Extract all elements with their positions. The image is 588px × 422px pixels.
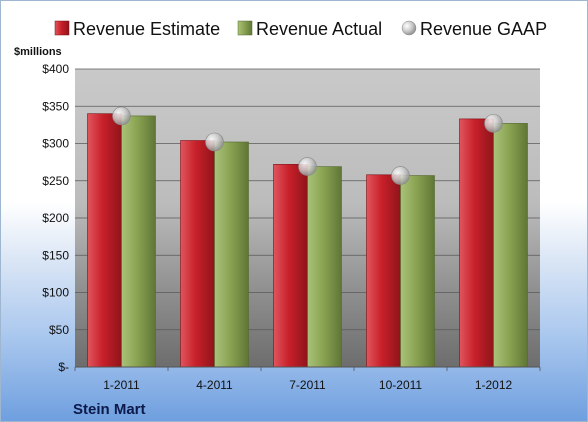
company-name: Stein Mart <box>73 401 146 418</box>
y-tick-label: $300 <box>42 137 69 151</box>
bar-actual <box>121 115 156 368</box>
bar-estimate <box>180 140 215 368</box>
y-tick-label: $250 <box>42 174 69 188</box>
y-axis-ticks: $- $50 $100 $150 $200 $250 $300 $350 $400 <box>42 62 69 374</box>
bar-actual <box>307 166 342 368</box>
gaap-marker <box>298 157 317 176</box>
x-tick-label: 7-2011 <box>289 378 326 392</box>
y-axis-unit-label: $millions <box>14 46 62 58</box>
bar-estimate <box>366 174 401 368</box>
legend-item-actual: Revenue Actual <box>237 19 382 39</box>
legend-label-actual: Revenue Actual <box>256 19 382 39</box>
legend-swatch-gaap <box>401 20 417 36</box>
y-tick-label: $100 <box>42 286 69 300</box>
x-axis-ticks: 1-2011 4-2011 7-2011 10-2011 1-2012 <box>74 367 541 392</box>
legend-swatch-actual <box>237 20 253 36</box>
bar-actual <box>214 141 249 368</box>
gaap-markers <box>112 106 503 185</box>
legend: Revenue Estimate Revenue Actual Revenue … <box>54 19 547 39</box>
x-tick-label: 1-2012 <box>475 378 513 392</box>
legend-item-gaap: Revenue GAAP <box>401 19 547 39</box>
y-tick-label: $400 <box>42 62 69 76</box>
legend-label-estimate: Revenue Estimate <box>73 19 220 39</box>
legend-swatch-estimate <box>54 20 70 36</box>
gaap-marker <box>484 114 503 133</box>
gaap-marker <box>205 132 224 152</box>
x-tick-label: 4-2011 <box>196 378 233 392</box>
bar-actual <box>493 123 528 368</box>
bars <box>87 113 528 368</box>
x-tick-label: 10-2011 <box>379 378 422 392</box>
y-tick-label: $350 <box>42 99 69 113</box>
bar-estimate <box>273 164 308 368</box>
y-tick-label: $- <box>58 360 69 374</box>
bar-estimate <box>87 113 122 368</box>
y-tick-label: $150 <box>42 248 69 262</box>
x-tick-label: 1-2011 <box>103 378 140 392</box>
bar-actual <box>400 175 435 368</box>
y-tick-label: $200 <box>42 211 69 225</box>
bar-estimate <box>459 118 494 368</box>
gaap-marker <box>391 166 410 185</box>
gaap-marker <box>112 106 131 126</box>
legend-label-gaap: Revenue GAAP <box>420 19 547 39</box>
y-tick-label: $50 <box>49 323 69 337</box>
legend-item-estimate: Revenue Estimate <box>54 19 220 39</box>
